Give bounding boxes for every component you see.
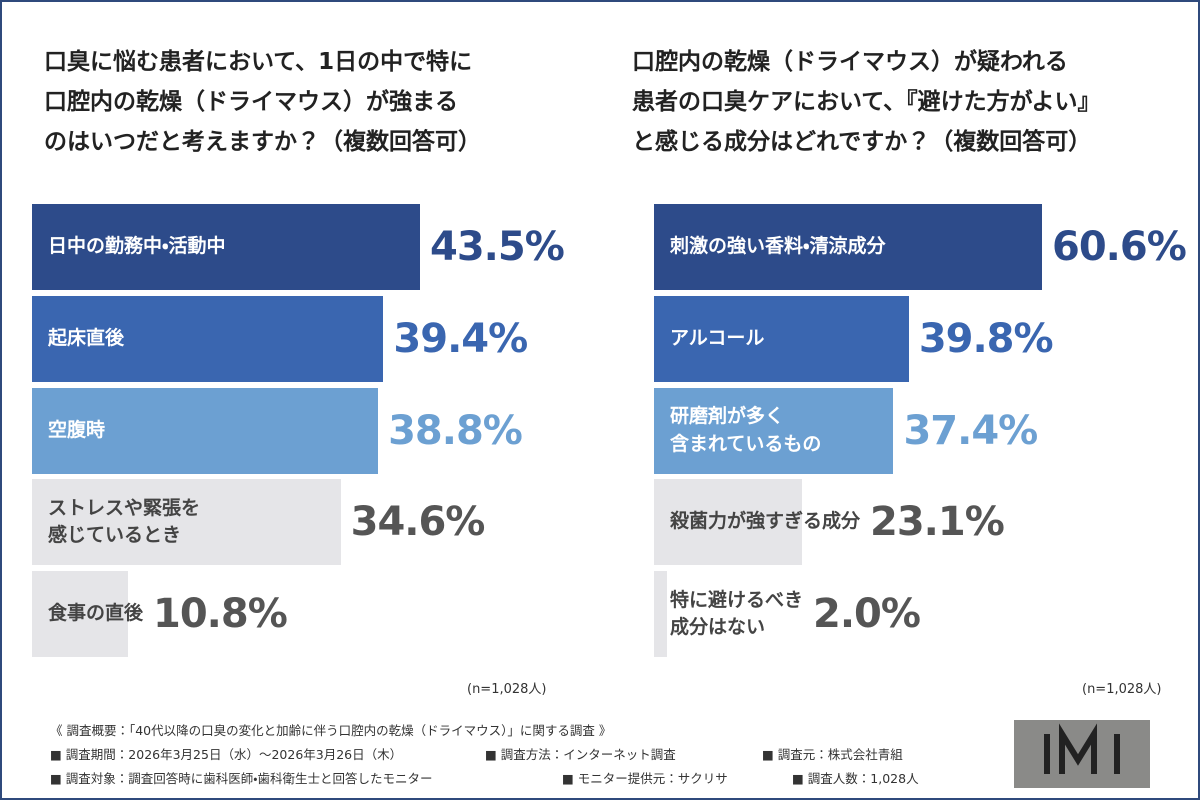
category-label: アルコール — [670, 326, 765, 349]
category-label: 起床直後 — [48, 326, 125, 349]
value-label: 10.8% — [153, 591, 288, 638]
bar — [32, 387, 379, 474]
value-label: 2.0% — [813, 591, 921, 638]
bar — [32, 479, 341, 566]
value-label: 34.6% — [350, 499, 486, 546]
chart-title: のはいつだと考えますか？（複数回答可） — [44, 129, 481, 155]
footer-text: ■ 調査人数：1,028人 — [792, 771, 919, 786]
chart-title: 口腔内の乾燥（ドライマウス）が疑われる — [632, 49, 1068, 75]
chart-title: 患者の口臭ケアにおいて、『避けた方がよい』 — [632, 89, 1101, 115]
sample-note: (n=1,028人) — [467, 682, 547, 697]
chart-title: 口腔内の乾燥（ドライマウス）が強まる — [44, 89, 458, 115]
bar — [654, 571, 667, 658]
category-label: ストレスや緊張を 感じているとき — [48, 496, 201, 547]
footer-text: ■ 調査元：株式会社青組 — [762, 747, 903, 762]
bar — [32, 295, 384, 382]
value-label: 23.1% — [870, 499, 1005, 546]
footer-text: 《 調査概要：「40代以降の口臭の変化と加齢に伴う口腔内の乾燥（ドライマウス）」… — [50, 723, 612, 738]
footer-text: ■ 調査対象：調査回答時に歯科医師・歯科衛生士と回答したモニター — [50, 771, 433, 786]
footer-text: ■ 調査方法：インターネット調査 — [485, 747, 676, 762]
category-label: 殺菌力が強すぎる成分 — [670, 510, 861, 533]
bar — [654, 295, 909, 382]
category-label: 特に避けるべき 成分はない — [670, 588, 804, 639]
value-label: 38.8% — [388, 407, 523, 454]
category-label: 日中の勤務中・活動中 — [48, 235, 226, 257]
value-label: 43.5% — [430, 224, 565, 270]
bar — [654, 387, 894, 474]
value-label: 39.4% — [393, 315, 528, 362]
category-label: 刺激の強い香料・清涼成分 — [670, 235, 886, 257]
category-label: 空腹時 — [48, 418, 106, 441]
bar — [654, 479, 802, 566]
sample-note: (n=1,028人) — [1082, 682, 1162, 697]
chart-title: 口臭に悩む患者において、1日の中で特に — [44, 49, 473, 75]
footer-text: ■ モニター提供元：サクリサ — [562, 771, 728, 786]
category-label: 研磨剤が多く 含まれているもの — [670, 405, 822, 455]
value-label: 39.8% — [918, 315, 1054, 362]
category-label: 食事の直後 — [48, 602, 144, 625]
bar — [32, 204, 420, 290]
value-label: 37.4% — [903, 407, 1038, 454]
bar — [32, 571, 129, 658]
footer-text: ■ 調査期間：2026年3月25日（水）～2026年3月26日（木） — [50, 747, 403, 762]
value-label: 60.6% — [1052, 224, 1187, 270]
logo — [1014, 720, 1150, 788]
bar — [654, 204, 1042, 290]
chart-title: と感じる成分はどれですか？（複数回答可） — [632, 129, 1092, 155]
